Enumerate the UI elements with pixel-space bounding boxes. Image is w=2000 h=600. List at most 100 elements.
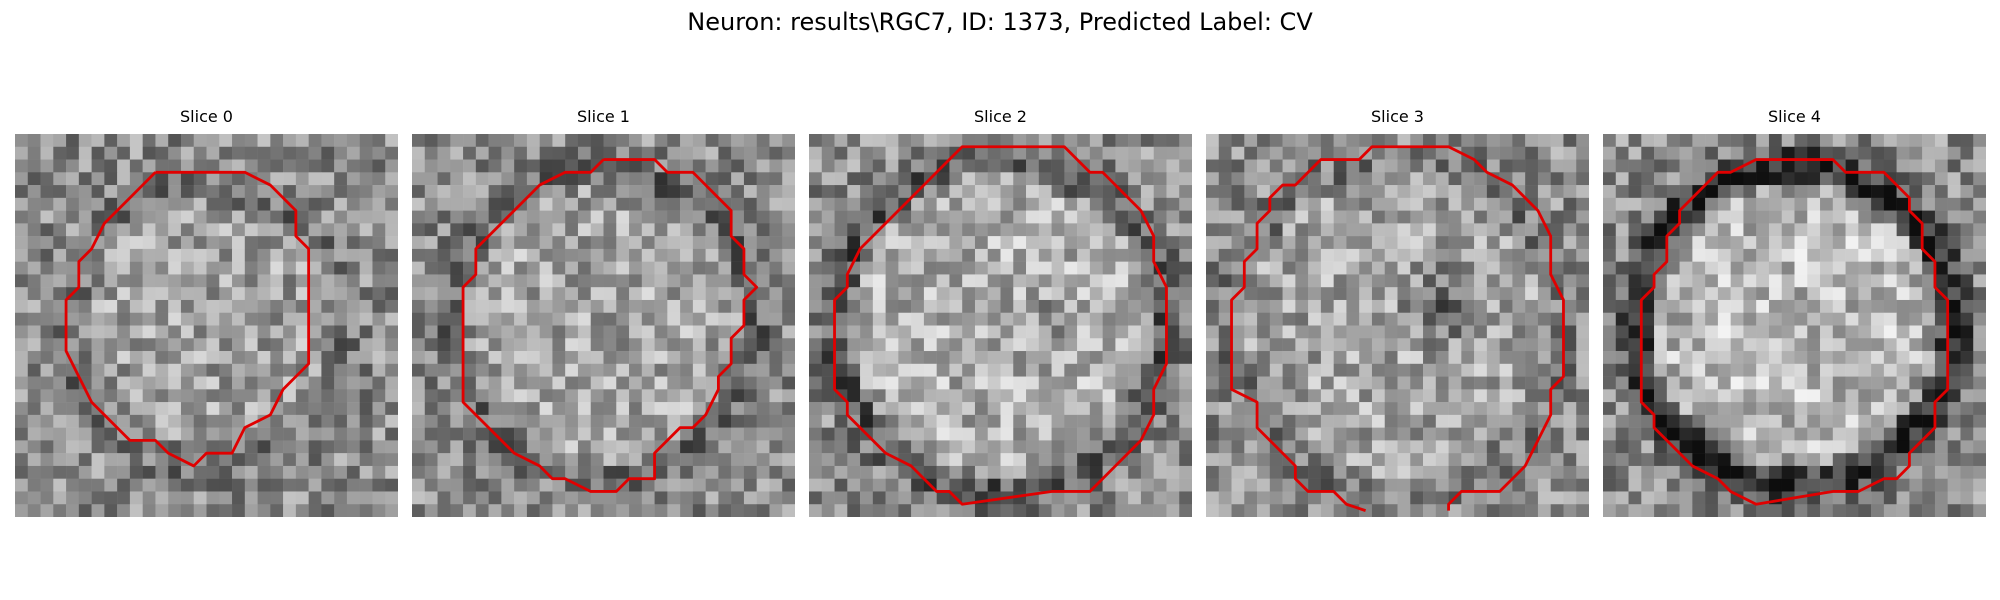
pixel <box>743 146 757 160</box>
pixel <box>1384 159 1398 173</box>
pixel <box>1768 402 1782 416</box>
pixel <box>1641 134 1655 148</box>
pixel <box>1282 338 1296 352</box>
pixel <box>359 210 373 224</box>
pixel <box>385 465 398 479</box>
pixel <box>1628 223 1642 237</box>
pixel <box>539 261 553 275</box>
pixel <box>1807 146 1821 160</box>
pixel <box>91 440 105 454</box>
pixel <box>40 159 54 173</box>
pixel <box>1666 338 1680 352</box>
pixel <box>756 299 770 313</box>
pixel <box>1333 159 1347 173</box>
pixel <box>667 172 681 186</box>
pixel <box>577 414 591 428</box>
pixel <box>501 351 515 365</box>
pixel <box>1359 414 1373 428</box>
pixel <box>501 376 515 390</box>
pixel <box>1486 197 1500 211</box>
pixel <box>1333 312 1347 326</box>
pixel <box>769 402 783 416</box>
pixel <box>1781 261 1795 275</box>
pixel <box>1384 478 1398 492</box>
pixel <box>91 389 105 403</box>
pixel <box>1064 504 1078 517</box>
pixel <box>1973 351 1986 365</box>
pixel <box>1934 363 1948 377</box>
pixel <box>1206 197 1220 211</box>
pixel <box>1128 274 1142 288</box>
pixel <box>1397 325 1411 339</box>
pixel <box>1603 402 1617 416</box>
pixel <box>782 236 795 250</box>
pixel <box>1282 287 1296 301</box>
pixel <box>847 376 861 390</box>
pixel <box>321 236 335 250</box>
pixel <box>1166 402 1180 416</box>
pixel <box>1308 197 1322 211</box>
pixel <box>1410 453 1424 467</box>
slice-3-contour <box>1230 145 1565 512</box>
pixel <box>1064 351 1078 365</box>
pixel <box>1743 185 1757 199</box>
pixel <box>1512 159 1526 173</box>
pixel <box>1346 287 1360 301</box>
pixel <box>1179 363 1192 377</box>
pixel <box>1615 478 1629 492</box>
pixel <box>1768 299 1782 313</box>
pixel <box>1576 491 1589 505</box>
pixel <box>834 440 848 454</box>
pixel <box>1115 325 1129 339</box>
pixel <box>1705 185 1719 199</box>
pixel <box>321 453 335 467</box>
pixel <box>1077 248 1091 262</box>
pixel <box>539 299 553 313</box>
pixel <box>180 376 194 390</box>
pixel <box>475 478 489 492</box>
pixel <box>1486 274 1500 288</box>
pixel <box>1448 312 1462 326</box>
pixel <box>809 338 823 352</box>
pixel <box>692 338 706 352</box>
pixel <box>334 236 348 250</box>
pixel <box>372 210 386 224</box>
pixel <box>809 146 823 160</box>
pixel <box>1218 236 1232 250</box>
pixel <box>590 414 604 428</box>
pixel <box>1128 338 1142 352</box>
pixel <box>692 402 706 416</box>
pixel <box>475 325 489 339</box>
pixel <box>616 185 630 199</box>
pixel <box>1308 504 1322 517</box>
pixel <box>1858 248 1872 262</box>
pixel <box>1038 312 1052 326</box>
pixel <box>142 223 156 237</box>
pixel <box>1140 376 1154 390</box>
pixel <box>1628 351 1642 365</box>
pixel <box>91 146 105 160</box>
pixel <box>168 465 182 479</box>
pixel <box>1013 172 1027 186</box>
pixel <box>1218 159 1232 173</box>
pixel <box>1128 159 1142 173</box>
pixel <box>705 338 719 352</box>
pixel <box>911 274 925 288</box>
pixel <box>539 363 553 377</box>
pixel <box>372 261 386 275</box>
pixel <box>78 414 92 428</box>
pixel <box>91 185 105 199</box>
pixel <box>577 248 591 262</box>
pixel <box>27 453 41 467</box>
pixel <box>834 299 848 313</box>
pixel <box>40 363 54 377</box>
pixel <box>104 185 118 199</box>
pixel <box>1973 363 1986 377</box>
pixel <box>526 210 540 224</box>
pixel <box>270 338 284 352</box>
pixel <box>1166 453 1180 467</box>
pixel <box>974 159 988 173</box>
pixel <box>1038 146 1052 160</box>
pixel <box>91 453 105 467</box>
pixel <box>1576 146 1589 160</box>
